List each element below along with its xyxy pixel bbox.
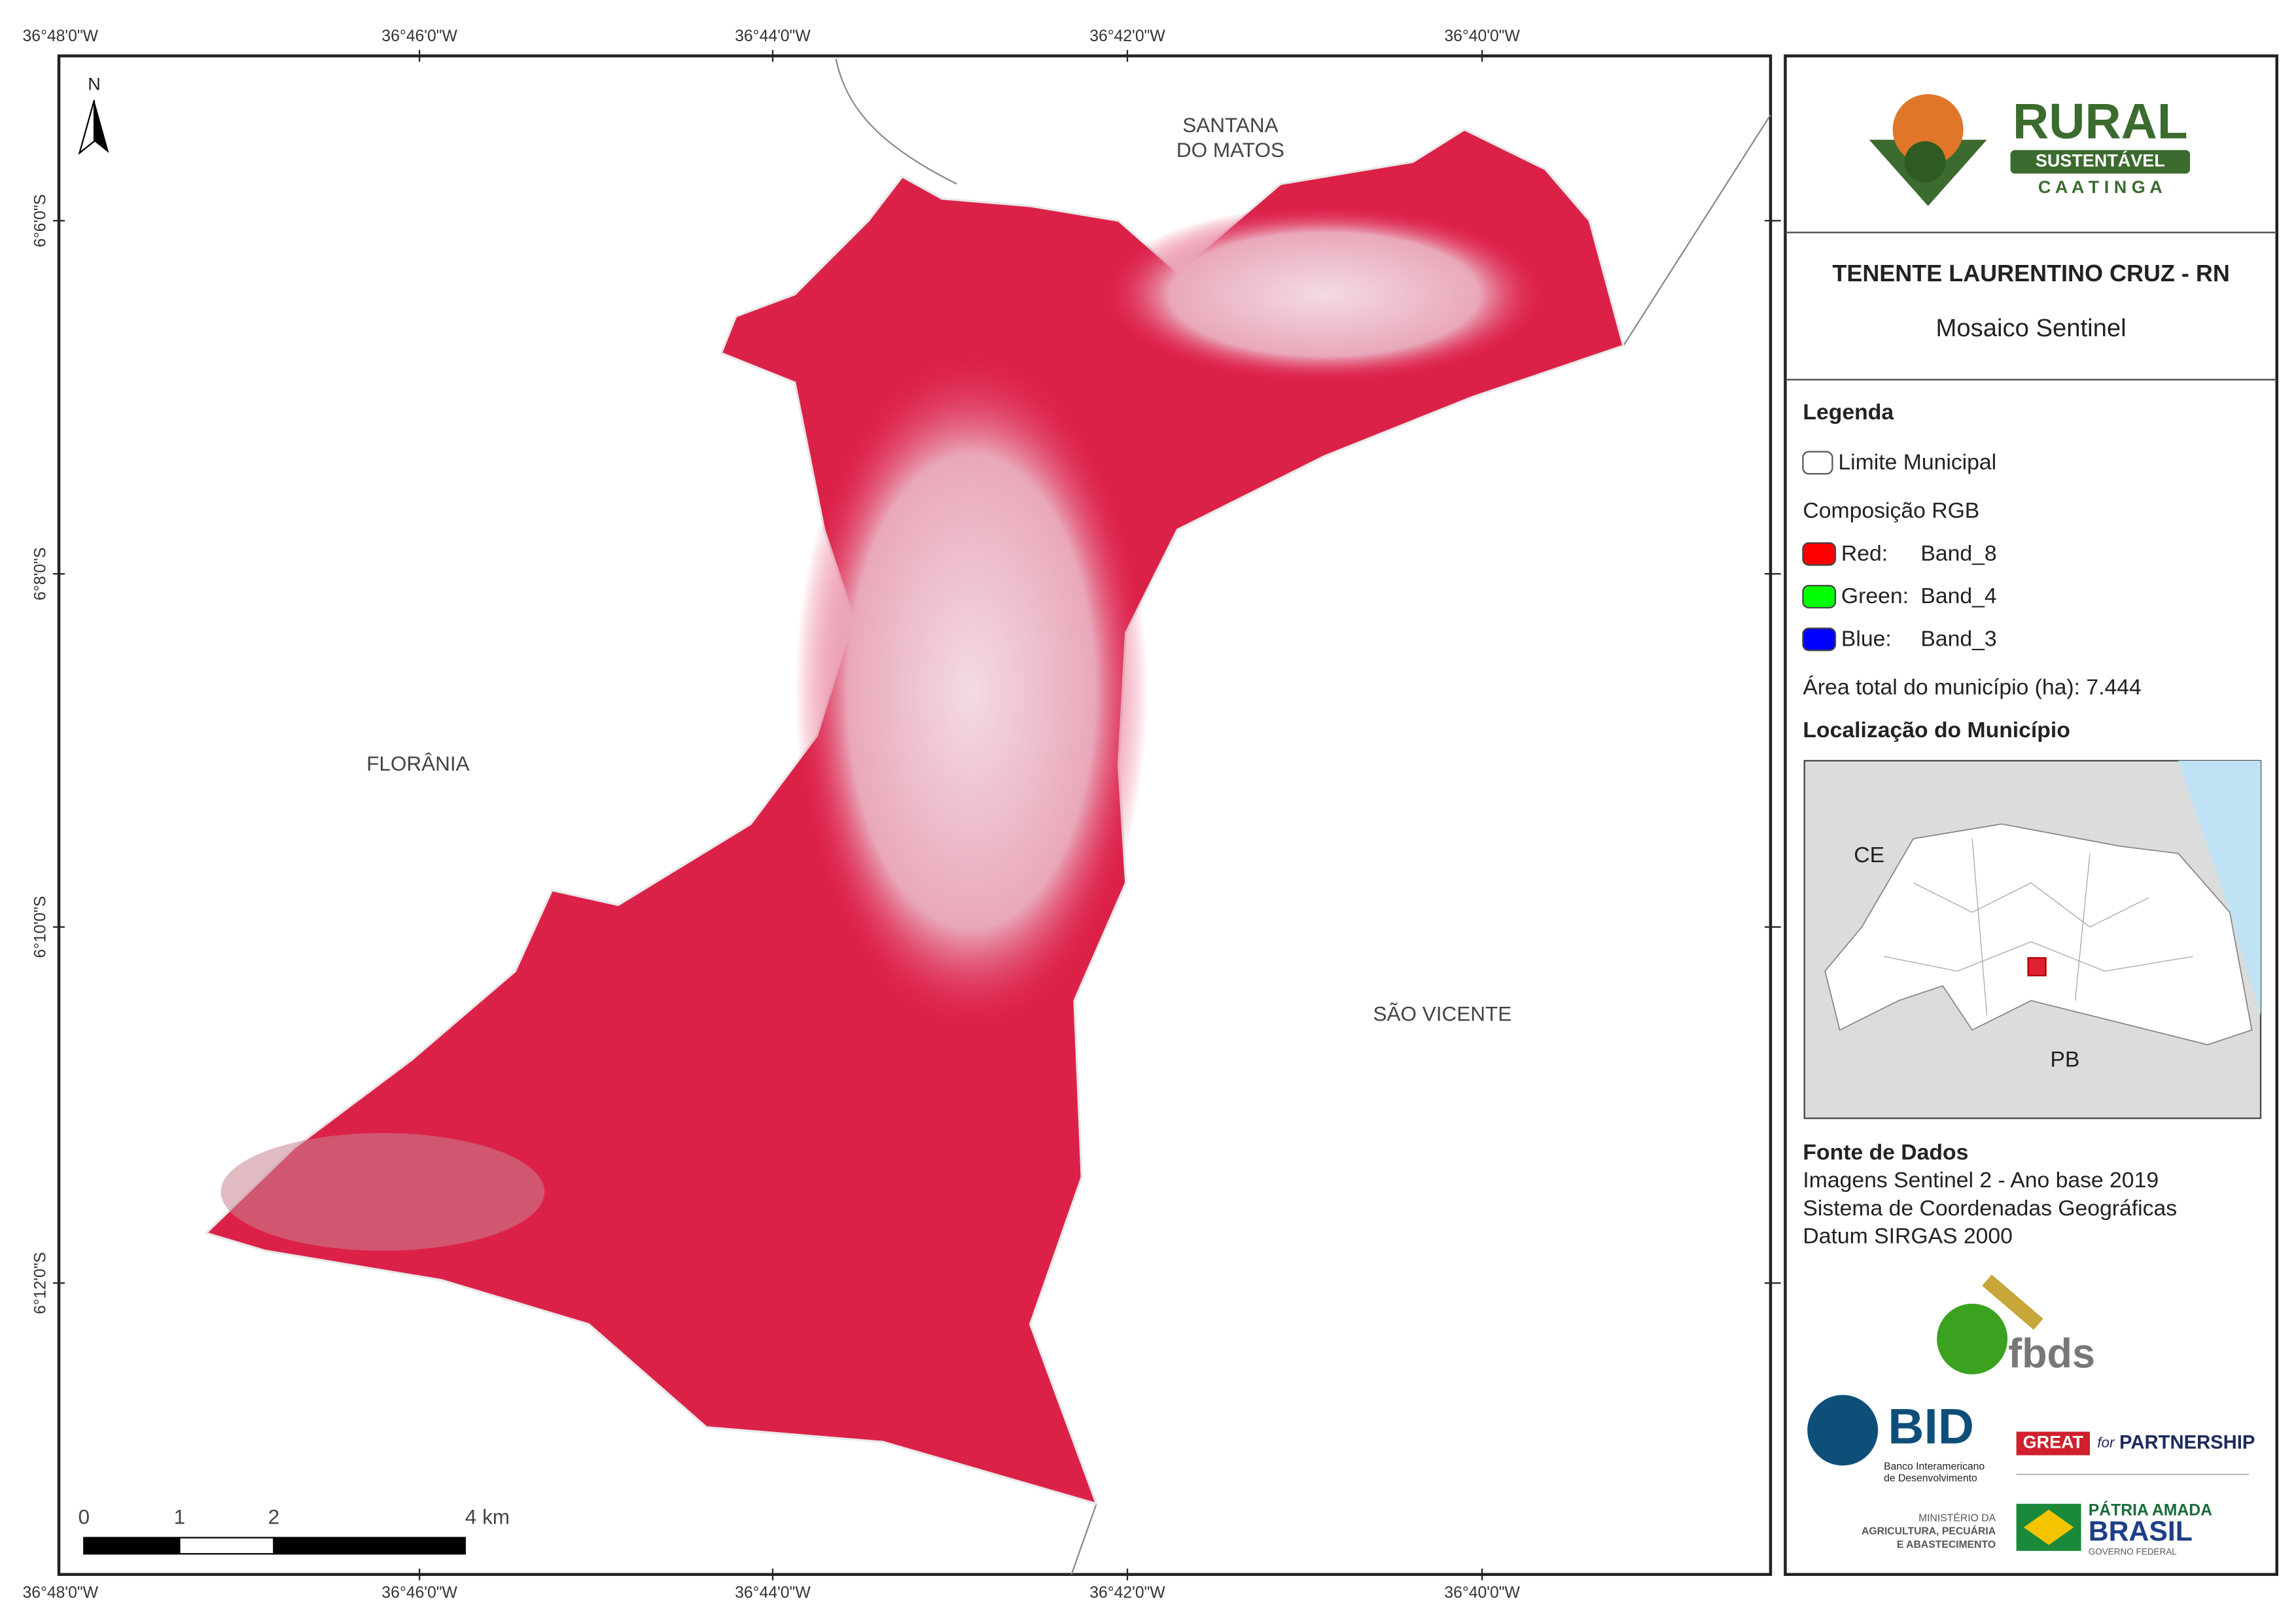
- logo-sun: [1892, 94, 1964, 165]
- logo-text: SUSTENTÁVEL: [2036, 150, 2165, 171]
- north-arrow: [78, 99, 96, 155]
- lon-label: 36°44'0"W: [735, 27, 811, 45]
- inset-locator: [2027, 957, 2047, 977]
- ocean: [2178, 760, 2261, 1016]
- cleared-area: [1104, 205, 1545, 383]
- sources-heading: Fonte de Dados: [1803, 1140, 1968, 1164]
- logo-text: for: [2097, 1435, 2115, 1451]
- state-rn: [1824, 823, 2253, 1045]
- place-label: DO MATOS: [1176, 138, 1284, 162]
- municipal-lines: [1884, 839, 2193, 1016]
- lon-label: 36°48'0"W: [22, 1584, 98, 1602]
- band-channel: Red:: [1841, 541, 1888, 566]
- scale-label: 4 km: [465, 1505, 510, 1529]
- side-panel: RURAL SUSTENTÁVEL C A A T I N G A TENENT…: [1784, 54, 2278, 1577]
- source-line: Datum SIRGAS 2000: [1803, 1224, 2012, 1249]
- lon-label: 36°44'0"W: [735, 1584, 811, 1602]
- lon-label: 36°48'0"W: [22, 27, 98, 45]
- logo-band: [2016, 1431, 2091, 1456]
- map-title: TENENTE LAURENTINO CRUZ - RN: [1832, 260, 2229, 287]
- inset-label: CE: [1854, 843, 1884, 867]
- lat-label: 6°6'0"S: [32, 194, 50, 247]
- place-label: SANTANA: [1182, 113, 1278, 137]
- legend-heading: Legenda: [1803, 400, 1894, 425]
- logo-text: AGRICULTURA, PECUÁRIA: [1862, 1525, 1996, 1537]
- band-name: Band_4: [1920, 584, 1996, 608]
- logo-shape: [1807, 1395, 1879, 1466]
- lon-label: 36°46'0"W: [381, 27, 457, 45]
- scale-segment: [179, 1537, 275, 1555]
- flag: [2023, 1509, 2074, 1545]
- lon-label: 36°42'0"W: [1089, 1584, 1165, 1602]
- place-label: SÃO VICENTE: [1373, 1002, 1512, 1025]
- band-swatch: [1802, 627, 1837, 652]
- lat-label: 6°12'0"S: [32, 1252, 50, 1314]
- map-subtitle: Mosaico Sentinel: [1936, 314, 2127, 342]
- scale-label: 2: [268, 1505, 280, 1529]
- lat-label: 6°8'0"S: [32, 548, 50, 601]
- logo-text: de Desenvolvimento: [1884, 1473, 1977, 1484]
- boundary-swatch: [1802, 451, 1833, 475]
- band-legend: Red: Band_8 Green: Band_4 Blue: Band_3: [1802, 541, 1997, 652]
- logo-text: Banco Interamericano: [1884, 1461, 1985, 1473]
- inset-label: PB: [2050, 1047, 2079, 1072]
- cleared-area: [221, 1132, 545, 1251]
- lon-label: 36°40'0"W: [1444, 1584, 1520, 1602]
- logo-text: GOVERNO FEDERAL: [2089, 1547, 2177, 1557]
- location-heading: Localização do Município: [1803, 718, 2070, 742]
- logo-text: BRASIL: [2089, 1516, 2193, 1547]
- lon-label: 36°42'0"W: [1089, 27, 1165, 45]
- sources: Imagens Sentinel 2 - Ano base 2019 Sistem…: [1803, 1168, 2177, 1248]
- logo-text: PÁTRIA AMADA: [2089, 1501, 2212, 1520]
- logo-text: E ABASTECIMENTO: [1897, 1539, 1996, 1550]
- band-name: Band_8: [1920, 541, 1996, 566]
- source-line: Sistema de Coordenadas Geográficas: [1803, 1196, 2177, 1221]
- band-swatch: [1802, 585, 1837, 609]
- logo-shape: [1982, 1274, 2043, 1330]
- logo-text: PARTNERSHIP: [2119, 1432, 2255, 1453]
- logo-tree: [1904, 141, 1946, 183]
- legend-label: Composição RGB: [1803, 498, 1979, 523]
- logo-band: [2010, 150, 2191, 174]
- logo-text: BID: [1888, 1399, 1974, 1455]
- logo-text: fbds: [2008, 1331, 2095, 1377]
- neighbor-boundary: [835, 58, 1771, 1575]
- legend-label: Limite Municipal: [1838, 449, 1996, 474]
- scale-label: 0: [78, 1505, 90, 1529]
- logo-text: MINISTÉRIO DA: [1918, 1511, 1996, 1524]
- lon-label: 36°40'0"W: [1444, 27, 1520, 45]
- band-channel: Green:: [1841, 584, 1909, 608]
- band-name: Band_3: [1920, 626, 1996, 651]
- band-channel: Blue:: [1841, 626, 1892, 651]
- source-line: Imagens Sentinel 2 - Ano base 2019: [1803, 1168, 2159, 1193]
- graticule-labels: 36°48'0"W 36°48'0"W 36°46'0"W 36°46'0"W 36°4…: [22, 27, 1781, 1602]
- area-text: Área total do município (ha): 7.444: [1803, 675, 2141, 700]
- logo-text: GREAT: [2023, 1433, 2084, 1452]
- logo-text: C A A T I N G A: [2038, 177, 2163, 197]
- logo-text: RURAL: [2013, 94, 2188, 149]
- scale-segment: [83, 1537, 181, 1555]
- lat-label: 6°10'0"S: [32, 896, 50, 958]
- map-area: N SANTANA DO MATOS FLORÂNIA SÃO VICENTE …: [57, 54, 1773, 1577]
- north-arrow: [94, 99, 109, 153]
- north-label: N: [88, 75, 101, 94]
- lon-label: 36°46'0"W: [381, 1584, 457, 1602]
- logo-shape: [1937, 1303, 2008, 1374]
- band-swatch: [1802, 542, 1837, 566]
- cleared-area: [794, 353, 1148, 1030]
- scale-segment: [273, 1537, 466, 1555]
- place-label: FLORÂNIA: [366, 752, 469, 775]
- scale-label: 1: [174, 1505, 186, 1529]
